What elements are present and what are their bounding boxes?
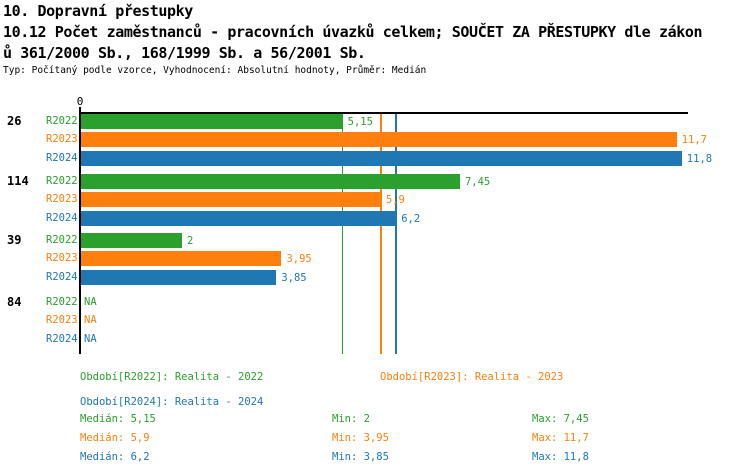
legend-item-1: Období[R2022]: Realita - 2022 <box>80 371 264 383</box>
min-stat: Min: 3,85 <box>332 451 389 463</box>
group-label: 39 <box>7 233 22 247</box>
series-label-r2023: R2023 <box>46 252 78 264</box>
legend-item-3: Období[R2024]: Realita - 2024 <box>80 396 264 408</box>
median-stat: Medián: 5,9 <box>80 432 150 444</box>
series-label-r2022: R2022 <box>46 296 78 308</box>
chart-title-line1: 10. Dopravní přestupky <box>3 2 193 20</box>
bar-value-label-na: NA <box>84 333 97 345</box>
legend-item-2: Období[R2023]: Realita - 2023 <box>380 371 564 383</box>
series-label-r2022: R2022 <box>46 234 78 246</box>
bar-value-label: 11,7 <box>681 133 707 146</box>
group-label: 114 <box>7 174 29 188</box>
bar <box>81 270 277 285</box>
series-label-r2024: R2024 <box>46 333 78 345</box>
series-label-r2024: R2024 <box>46 271 78 283</box>
bar <box>81 233 182 248</box>
bar-value-label: 2 <box>187 234 194 247</box>
bar-value-label-na: NA <box>84 296 97 308</box>
bar-value-label: 7,45 <box>464 175 491 188</box>
bar-value-label: 11,8 <box>686 152 713 165</box>
min-stat: Min: 2 <box>332 413 370 425</box>
x-axis-line <box>80 112 688 114</box>
series-label-r2024: R2024 <box>46 212 78 224</box>
bar <box>81 174 460 189</box>
bar-value-label: 6,2 <box>401 212 421 225</box>
median-reference-line-r2022 <box>341 114 344 354</box>
bar-value-label: 3,95 <box>286 252 312 265</box>
bar-value-label: 5,9 <box>385 193 405 206</box>
bar <box>81 211 397 226</box>
chart-title-line3: ů 361/2000 Sb., 168/1999 Sb. a 56/2001 S… <box>3 44 366 62</box>
bar-value-label: 5,15 <box>347 115 373 128</box>
bar <box>81 114 343 129</box>
series-label-r2024: R2024 <box>46 152 78 164</box>
median-stat: Medián: 6,2 <box>80 451 150 463</box>
series-label-r2022: R2022 <box>46 115 78 127</box>
series-label-r2023: R2023 <box>46 314 78 326</box>
bar <box>81 192 381 207</box>
bar <box>81 151 682 166</box>
max-stat: Max: 11,8 <box>532 451 589 463</box>
y-axis-line <box>79 107 81 354</box>
series-label-r2023: R2023 <box>46 193 78 205</box>
chart-subtitle: Typ: Počítaný podle vzorce, Vyhodnocení:… <box>3 65 427 76</box>
x-axis-zero-tick-label: 0 <box>76 95 84 108</box>
chart-title-line2: 10.12 Počet zaměstnanců - pracovních úva… <box>3 23 703 41</box>
series-label-r2022: R2022 <box>46 175 78 187</box>
bar-value-label-na: NA <box>84 314 97 326</box>
bar-value-label: 3,85 <box>281 271 307 284</box>
median-reference-line-r2024 <box>395 114 397 354</box>
group-label: 26 <box>7 114 22 128</box>
max-stat: Max: 11,7 <box>532 432 589 444</box>
bar <box>81 251 282 266</box>
max-stat: Max: 7,45 <box>532 413 589 425</box>
min-stat: Min: 3,95 <box>332 432 389 444</box>
group-label: 84 <box>7 295 22 309</box>
median-reference-line-r2023 <box>380 114 382 354</box>
bar <box>81 132 677 147</box>
median-stat: Medián: 5,15 <box>80 413 156 425</box>
series-label-r2023: R2023 <box>46 133 78 145</box>
